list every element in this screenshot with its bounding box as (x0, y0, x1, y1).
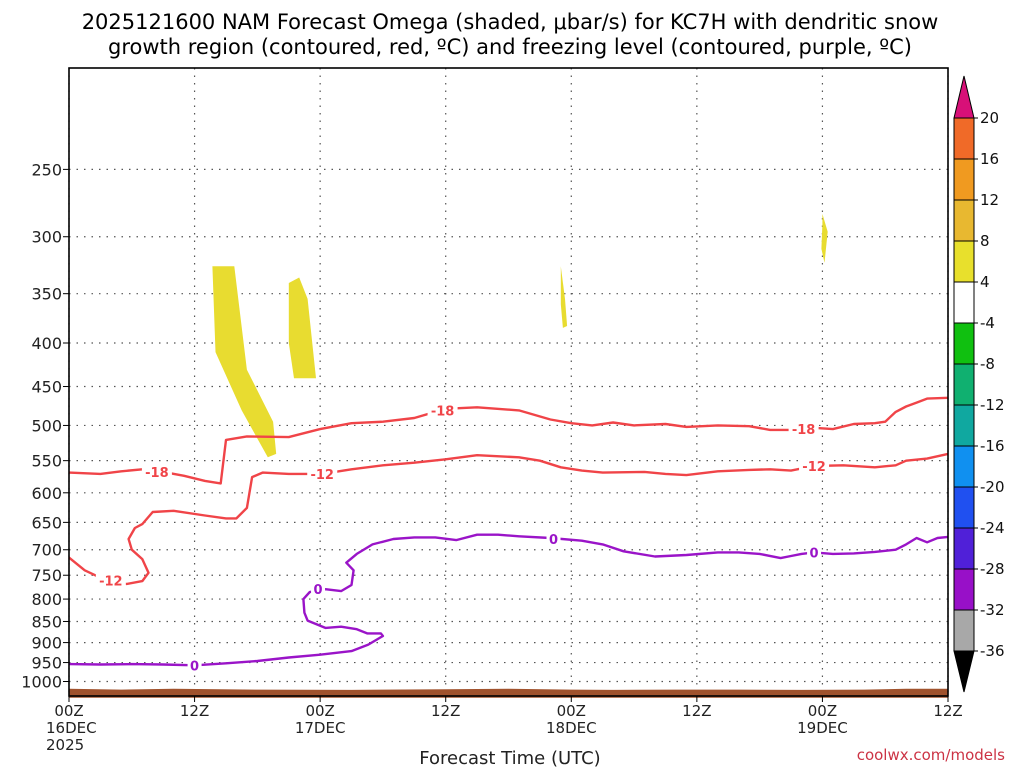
contour-label-bg--18-3 (788, 421, 819, 437)
x-tick-label-36-1: 12Z (431, 702, 460, 720)
colorbar-label-2: 16 (980, 150, 999, 168)
colorbar-label-1: 20 (980, 109, 999, 127)
colorbar-box-6 (953, 322, 975, 365)
x-tick-label-0-1: 00Z (54, 702, 83, 720)
x-tick-label-0-3: 2025 (46, 736, 84, 754)
colorbar-box-11 (953, 527, 975, 570)
contour-label-0-3: 0 (549, 533, 558, 548)
contour-label-bg-0-3 (546, 531, 561, 547)
y-tick-label-600: 600 (31, 484, 62, 503)
colorbar-label-6: -4 (980, 314, 995, 332)
colorbar-box-5 (953, 281, 975, 324)
omega-area-5 (821, 213, 828, 263)
colorbar-label-14: -36 (980, 642, 1005, 660)
colorbar: 20 16 12 8 4 -4 -8 -12 -16 -20 -24 -28 -32 -36 (953, 75, 1005, 693)
x-tick-label-60-1: 12Z (682, 702, 711, 720)
x-tick-label-12-1: 12Z (180, 702, 209, 720)
y-tick-label-950: 950 (31, 654, 62, 673)
contour-label-bg-0-4 (807, 544, 822, 560)
y-tick-label-900: 900 (31, 634, 62, 653)
y-tick-label-450: 450 (31, 378, 62, 397)
chart-title-line1: 2025121600 NAM Forecast Omega (shaded, μ… (82, 10, 939, 34)
omega-area-3 (288, 277, 316, 379)
colorbar-box-8 (953, 404, 975, 447)
x-tick-label-24-1: 00Z (305, 702, 334, 720)
colorbar-label-12: -28 (980, 560, 1005, 578)
y-tick-label-750: 750 (31, 566, 62, 585)
x-axis-label: Forecast Time (UTC) (419, 748, 600, 768)
contour-label-bg-0-2 (311, 581, 326, 597)
y-tick-label-800: 800 (31, 590, 62, 609)
y-tick-label-650: 650 (31, 513, 62, 532)
contour-label-0-2: 0 (314, 583, 323, 598)
omega-area-1 (212, 266, 277, 458)
x-tick-label-48-1: 00Z (557, 702, 586, 720)
colorbar-box-12 (953, 568, 975, 611)
y-tick-label-1000: 1000 (21, 673, 62, 692)
colorbar-label-10: -20 (980, 478, 1005, 496)
x-tick-label-48-2: 18DEC (546, 719, 597, 737)
contour-label--12-1: -12 (99, 575, 123, 590)
contour-label-0-4: 0 (810, 546, 819, 561)
colorbar-box-9 (953, 445, 975, 488)
colorbar-label-4: 8 (980, 232, 990, 250)
colorbar-box-2 (953, 158, 975, 201)
plot-frame (68, 67, 949, 697)
colorbar-box-7 (953, 363, 975, 406)
y-tick-label-350: 350 (31, 285, 62, 304)
y-axis-ticks: 250 300 350 400 450 500 550 600 650 700 750 800 850 9… (21, 160, 69, 692)
contour-label-bg--18-2 (427, 402, 458, 418)
colorbar-label-9: -16 (980, 437, 1005, 455)
omega-shading (212, 213, 828, 458)
chart-title-line2: growth region (contoured, red, ºC) and f… (108, 35, 912, 59)
colorbar-box-10 (953, 486, 975, 529)
colorbar-box-3 (953, 199, 975, 242)
contour-label-bg--12-2 (307, 465, 338, 481)
colorbar-label-3: 12 (980, 191, 999, 209)
plot-background (69, 68, 948, 696)
contour-label--12-3: -12 (802, 460, 826, 475)
contour-line--18 (68, 396, 949, 485)
credit-text: coolwx.com/models (857, 746, 1005, 764)
colorbar-top-arrow (953, 75, 975, 119)
colorbar-label-5: 4 (980, 273, 990, 291)
colorbar-label-11: -24 (980, 519, 1005, 537)
contour-label-bg-0-1 (187, 657, 202, 673)
contour-label--18-3: -18 (792, 423, 816, 438)
contour-line--12 (68, 452, 949, 586)
y-tick-label-400: 400 (31, 334, 62, 353)
contour-label-bg--12-3 (799, 457, 830, 473)
colorbar-box-13 (953, 609, 975, 652)
contour-label--18-1: -18 (145, 466, 169, 481)
colorbar-bottom-arrow (953, 650, 975, 693)
x-tick-label-0-2: 16DEC (46, 719, 97, 737)
contour-label--18-2: -18 (431, 404, 455, 419)
y-tick-label-550: 550 (31, 452, 62, 471)
contour-label--12-2: -12 (310, 468, 334, 483)
x-tick-label-72-2: 19DEC (797, 719, 848, 737)
omega-area-2 (242, 376, 275, 454)
contour-label-0-1: 0 (190, 659, 199, 674)
contour-lines: -18 -18 -18 -12 -12 -12 0 0 0 0 (68, 396, 949, 674)
contour-label-bg--18-1 (141, 463, 172, 479)
colorbar-box-4 (953, 240, 975, 283)
x-tick-label-84-1: 12Z (933, 702, 962, 720)
colorbar-label-7: -8 (980, 355, 995, 373)
colorbar-label-8: -12 (980, 396, 1005, 414)
y-tick-label-250: 250 (31, 160, 62, 179)
colorbar-label-13: -32 (980, 601, 1005, 619)
y-tick-label-500: 500 (31, 416, 62, 435)
y-tick-label-700: 700 (31, 541, 62, 560)
contour-label-bg--12-1 (95, 572, 126, 588)
x-tick-label-72-1: 00Z (808, 702, 837, 720)
x-tick-label-24-2: 17DEC (295, 719, 346, 737)
plot-area: -18 -18 -18 -12 -12 -12 0 0 0 0 (68, 67, 949, 698)
omega-area-4 (560, 266, 568, 328)
y-tick-label-300: 300 (31, 228, 62, 247)
colorbar-box-1 (953, 117, 975, 160)
y-tick-label-850: 850 (31, 612, 62, 631)
